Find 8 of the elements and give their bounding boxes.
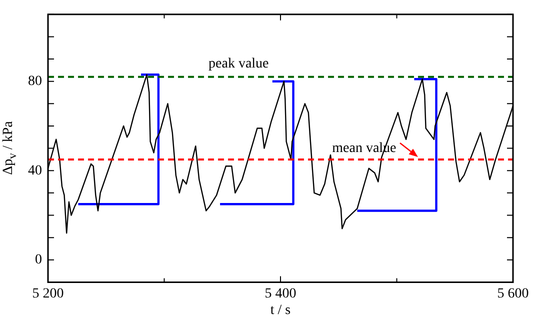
y-tick-label: 40 <box>28 163 42 178</box>
ref-line-label: peak value <box>208 56 269 72</box>
x-tick-label: 5 600 <box>497 286 529 302</box>
x-axis-title: t / s <box>270 303 291 320</box>
x-tick-label: 5 200 <box>32 286 64 302</box>
y-tick-label: 80 <box>28 74 42 90</box>
x-tick-label: 5 400 <box>264 286 296 302</box>
y-tick-label: 0 <box>35 252 42 268</box>
